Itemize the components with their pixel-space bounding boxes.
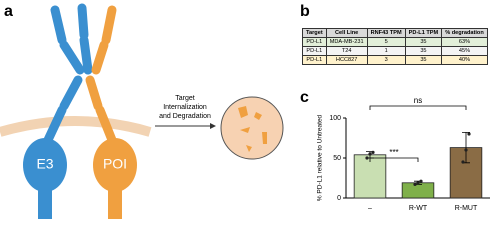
- panel-label: c: [300, 89, 309, 106]
- table-cell: 45%: [441, 46, 488, 56]
- table-cell: PD-L1: [302, 46, 327, 56]
- y-tick-label: 0: [337, 195, 341, 202]
- y-axis-label: % PD-L1 relative to Untreated: [317, 114, 324, 201]
- table-cell: 35: [404, 46, 443, 56]
- data-point: [467, 132, 471, 136]
- table-cell: Target: [302, 28, 327, 38]
- significance-bracket: [369, 157, 419, 162]
- x-tick-label: R-WT: [409, 205, 428, 212]
- poi-stem: [108, 188, 122, 219]
- table-cell: 1: [366, 46, 406, 56]
- arrow-head: [210, 123, 216, 129]
- table-row: PD-L1 HCC827 3 35 40%: [302, 55, 488, 65]
- x-tick-label: R-MUT: [455, 205, 478, 212]
- table-row: Target Cell Line RNF43 TPM PD-L1 TPM% degra…: [302, 28, 488, 38]
- poi-body: [93, 138, 137, 192]
- bar: [401, 182, 435, 199]
- table-cell: 40%: [441, 55, 488, 65]
- table-row: PD-L1 MDA-MB-231 5 35 63%: [302, 37, 488, 47]
- significance-bracket: [369, 105, 467, 110]
- lysosome: [220, 96, 284, 160]
- table-cell: RNF43 TPM: [366, 28, 406, 38]
- data-table: Target Cell Line RNF43 TPM PD-L1 TPM% degra…: [302, 28, 488, 65]
- table-cell: MDA-MB-231: [325, 37, 368, 47]
- figure-svg: a b c E3 POI Target Internalization and …: [0, 3, 490, 219]
- data-point: [368, 152, 372, 156]
- x-tick-label: –: [368, 205, 372, 212]
- y-tick-label: 50: [333, 155, 341, 162]
- data-point: [461, 160, 465, 164]
- table-cell: PD-L1: [302, 55, 327, 65]
- table-cell: HCC827: [325, 55, 368, 65]
- data-point: [413, 182, 417, 186]
- chart: 0 50 100 % PD-L1 relative to Untreated – R-WT…: [317, 96, 490, 212]
- y-tick-label: 100: [329, 115, 341, 122]
- data-point: [365, 156, 369, 160]
- poi-label: POI: [103, 156, 127, 172]
- e3-stem: [38, 188, 52, 219]
- table-cell: PD-L1 TPM: [404, 28, 443, 38]
- table-row: PD-L1 T24 1 35 45%: [302, 46, 488, 56]
- e3-label: E3: [36, 156, 53, 172]
- data-point: [416, 181, 420, 185]
- table-cell: 3: [366, 55, 406, 65]
- arrow-text: and Degradation: [159, 113, 211, 120]
- data-point: [464, 148, 468, 152]
- poi-binder: [85, 5, 117, 145]
- table-cell: T24: [325, 46, 368, 56]
- e3-binder: [43, 3, 93, 145]
- table-cell: % degradation: [441, 28, 488, 38]
- table-cell: 63%: [441, 37, 488, 47]
- membrane: [0, 116, 152, 137]
- table-cell: PD-L1: [302, 37, 327, 47]
- panel-label: b: [300, 3, 310, 20]
- table-cell: 35: [404, 55, 443, 65]
- table-cell: Cell Line: [325, 28, 368, 38]
- panel-label: a: [4, 3, 13, 20]
- table-cell: 5: [366, 37, 406, 47]
- significance-label: ***: [389, 148, 398, 157]
- fragments: [238, 106, 267, 152]
- table-cell: 35: [404, 37, 443, 47]
- e3-body: [23, 138, 67, 192]
- significance-label: ns: [414, 96, 422, 105]
- arrow-text: Internalization: [163, 104, 207, 111]
- data-point: [371, 150, 375, 154]
- arrow-text: Target: [175, 95, 195, 102]
- data-point: [419, 179, 423, 183]
- figure: a b c E3 POI Target Internalization and …: [0, 3, 490, 219]
